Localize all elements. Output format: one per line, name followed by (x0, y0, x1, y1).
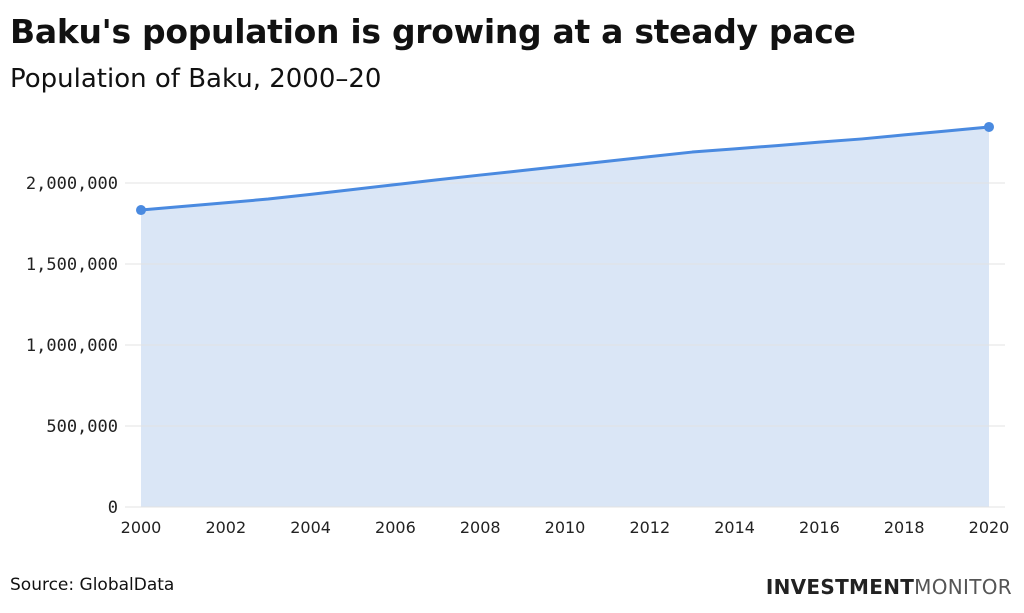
x-tick-label: 2014 (714, 518, 755, 537)
logo-bold: INVESTMENT (765, 575, 915, 599)
x-tick-label: 2004 (290, 518, 331, 537)
x-tick-label: 2016 (799, 518, 840, 537)
chart-title: Baku's population is growing at a steady… (10, 12, 856, 51)
y-tick-label: 1,500,000 (26, 255, 118, 275)
y-tick-label: 500,000 (46, 417, 118, 437)
y-tick-label: 2,000,000 (26, 174, 118, 194)
x-tick-label: 2008 (460, 518, 501, 537)
brand-logo: INVESTMENTMONITOR (766, 575, 1012, 599)
y-tick-label: 0 (108, 498, 118, 518)
chart-subtitle: Population of Baku, 2000–20 (10, 64, 382, 94)
population-line (140, 125, 990, 212)
data-point-marker (136, 205, 146, 216)
x-tick-label: 2002 (205, 518, 246, 537)
y-tick-label: 1,000,000 (26, 336, 118, 356)
x-tick-label: 2010 (545, 518, 586, 537)
source-note: Source: GlobalData (10, 575, 175, 595)
x-tick-label: 2018 (884, 518, 925, 537)
x-tick-label: 2020 (969, 518, 1010, 537)
x-tick-label: 2012 (629, 518, 670, 537)
logo-light: MONITOR (914, 575, 1012, 599)
data-point-marker (984, 121, 994, 132)
x-tick-label: 2006 (375, 518, 416, 537)
area-fill (141, 126, 989, 507)
x-tick-label: 2000 (121, 518, 162, 537)
